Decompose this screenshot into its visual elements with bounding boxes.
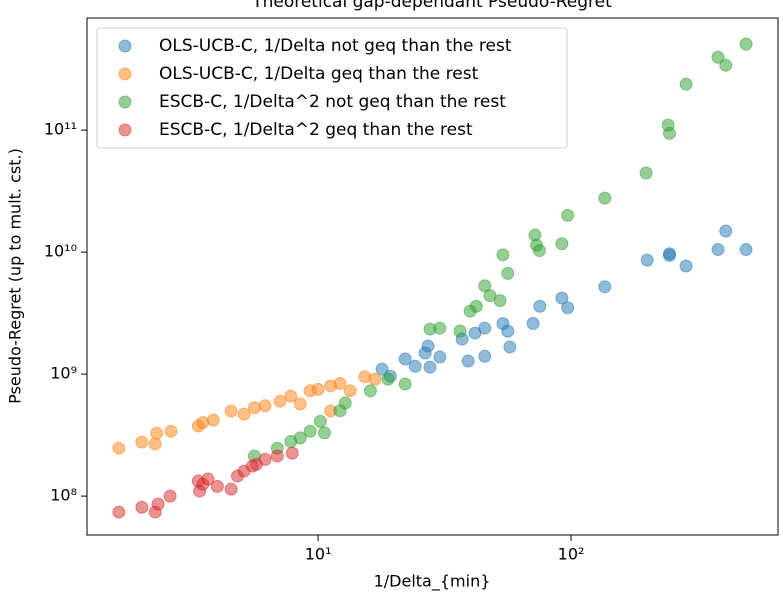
legend-marker	[118, 39, 132, 53]
legend-label: OLS-UCB-C, 1/Delta not geq than the rest	[159, 36, 512, 56]
scatter-point	[381, 372, 395, 386]
y-tick-label: 10⁹	[50, 364, 77, 383]
scatter-point	[150, 426, 164, 440]
scatter-point	[398, 352, 412, 366]
y-tick-label: 10¹⁰	[44, 242, 77, 261]
scatter-point	[338, 396, 352, 410]
scatter-point	[478, 349, 492, 363]
scatter-point	[662, 248, 676, 262]
scatter-point	[533, 299, 547, 313]
scatter-point	[363, 384, 377, 398]
scatter-point	[561, 301, 575, 315]
scatter-point	[598, 280, 612, 294]
scatter-point	[375, 362, 389, 376]
scatter-point	[555, 237, 569, 251]
scatter-point	[224, 404, 238, 418]
scatter-point	[739, 243, 753, 257]
y-axis-label: Pseudo-Regret (up to mult. cst.)	[6, 148, 25, 404]
scatter-point	[273, 394, 287, 408]
scatter-point	[561, 208, 575, 222]
scatter-point	[164, 424, 178, 438]
x-axis-label: 1/Delta_{min}	[374, 572, 491, 592]
scatter-point	[478, 321, 492, 335]
x-tick-label: 10¹	[305, 545, 332, 564]
scatter-point	[469, 299, 483, 313]
scatter-point	[640, 253, 654, 267]
scatter-point	[423, 360, 437, 374]
y-tick-label: 10¹¹	[44, 120, 77, 139]
scatter-point	[433, 350, 447, 364]
scatter-point	[163, 489, 177, 503]
scatter-point	[237, 407, 251, 421]
legend-label: OLS-UCB-C, 1/Delta geq than the rest	[159, 64, 479, 84]
legend-box	[96, 27, 568, 149]
scatter-point	[247, 401, 261, 415]
scatter-point	[483, 289, 497, 303]
scatter-point	[258, 452, 272, 466]
scatter-point	[258, 399, 272, 413]
scatter-point	[135, 500, 149, 514]
scatter-point	[270, 449, 284, 463]
scatter-point	[526, 316, 540, 330]
scatter-point	[679, 77, 693, 91]
scatter-point	[333, 376, 347, 390]
scatter-point	[210, 479, 224, 493]
scatter-point	[532, 244, 546, 258]
scatter-point	[285, 446, 299, 460]
plot-frame	[86, 17, 779, 536]
scatter-point	[501, 324, 515, 338]
scatter-point	[303, 424, 317, 438]
scatter-point	[311, 382, 325, 396]
scatter-point	[206, 413, 220, 427]
scatter-point	[151, 497, 165, 511]
scatter-point	[503, 340, 517, 354]
scatter-point	[662, 126, 676, 140]
scatter-point	[112, 505, 126, 519]
scatter-point	[433, 321, 447, 335]
scatter-point	[293, 397, 307, 411]
scatter-point	[496, 248, 510, 262]
scatter-point	[501, 266, 515, 280]
scatter-point	[135, 435, 149, 449]
scatter-point	[343, 384, 357, 398]
scatter-point	[293, 431, 307, 445]
legend-marker	[118, 67, 132, 81]
scatter-point	[224, 482, 238, 496]
legend-marker	[118, 95, 132, 109]
scatter-point	[201, 472, 215, 486]
scatter-point	[711, 50, 725, 64]
legend-marker	[118, 123, 132, 137]
scatter-point	[493, 294, 507, 308]
scatter-point	[679, 259, 693, 273]
scatter-point	[313, 414, 327, 428]
scatter-point	[555, 291, 569, 305]
x-tick-label: 10²	[558, 545, 585, 564]
scatter-point	[461, 354, 475, 368]
legend-label: ESCB-C, 1/Delta^2 geq than the rest	[159, 120, 473, 140]
scatter-point	[639, 166, 653, 180]
y-tick-label: 10⁸	[50, 486, 77, 505]
scatter-point	[719, 224, 733, 238]
scatter-point	[711, 243, 725, 257]
scatter-point	[148, 437, 162, 451]
scatter-point	[284, 389, 298, 403]
scatter-point	[719, 58, 733, 72]
scatter-point	[317, 426, 331, 440]
scatter-point	[453, 324, 467, 338]
scatter-point	[739, 37, 753, 51]
scatter-point	[368, 372, 382, 386]
scatter-point	[598, 191, 612, 205]
chart-title: Theoretical gap-dependant Pseudo-Regret	[251, 0, 612, 12]
scatter-point	[408, 359, 422, 373]
scatter-point	[398, 377, 412, 391]
legend-label: ESCB-C, 1/Delta^2 not geq than the rest	[159, 92, 506, 112]
scatter-point	[112, 441, 126, 455]
scatter-point	[421, 339, 435, 353]
